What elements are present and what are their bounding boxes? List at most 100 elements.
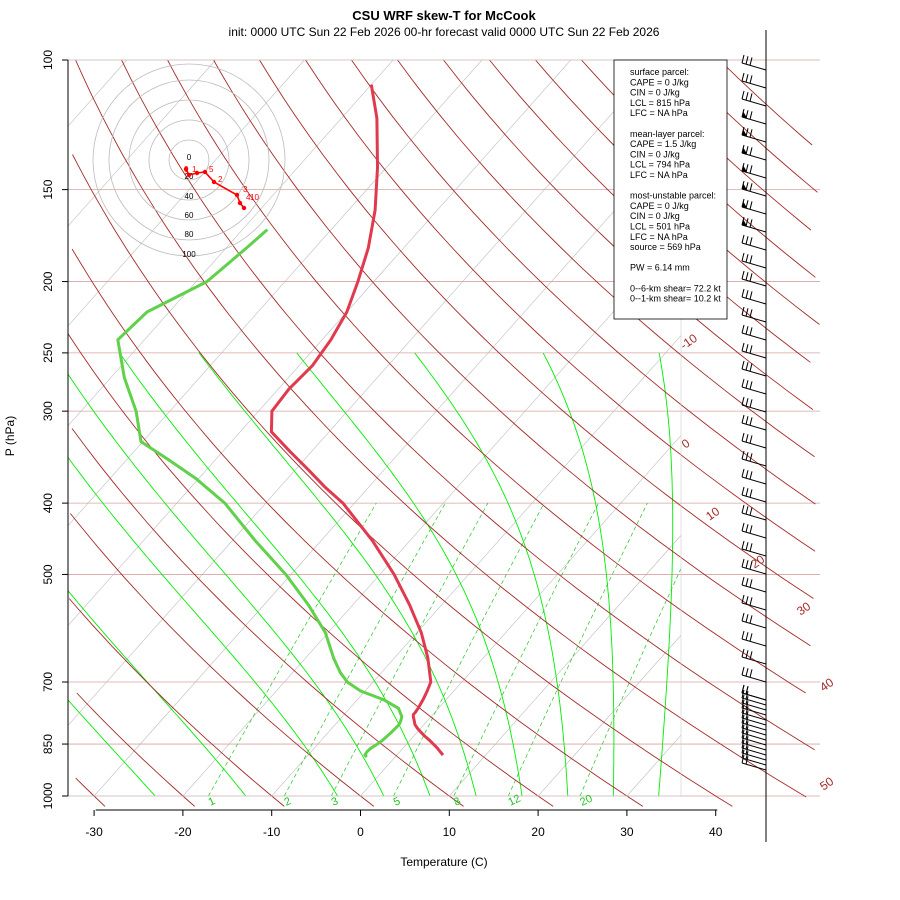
mixing-ratio-line (453, 502, 599, 796)
y-tick-label: 100 (41, 50, 55, 70)
wind-barb (741, 432, 767, 449)
wind-barb (741, 744, 767, 761)
moist-adiabat-line (68, 373, 385, 796)
moist-adiabat-line (68, 456, 339, 796)
parcel-info-line: LCL = 501 hPa (630, 222, 690, 232)
wind-barb (741, 724, 767, 741)
x-axis-label: Temperature (C) (400, 855, 487, 869)
hodograph-ring-label: 80 (185, 230, 194, 239)
parcel-info-line: CIN = 0 J/kg (630, 149, 680, 159)
parcel-info-line: CIN = 0 J/kg (630, 211, 680, 221)
dewpoint-line (116, 228, 404, 759)
dry-adiabat-line (71, 428, 464, 807)
wind-barb (741, 719, 767, 736)
wind-barb (741, 180, 767, 197)
wind-barb (741, 306, 767, 323)
wind-barb (741, 576, 767, 593)
parcel-info-line: CIN = 0 J/kg (630, 88, 680, 98)
hodograph-point (183, 166, 189, 172)
hodograph-ring-label: 40 (185, 192, 194, 201)
mixing-ratio-label: 20 (578, 793, 594, 809)
hodograph-ring (108, 79, 270, 241)
isotherm-line (68, 60, 483, 527)
mixing-ratio-line (507, 502, 648, 796)
hodograph-ring (168, 139, 210, 181)
dry-adiabat-line (70, 513, 375, 807)
hodograph-point-label: 10 (250, 193, 259, 202)
profile-series (116, 84, 445, 759)
hodograph-point (194, 170, 200, 176)
y-tick-label: 700 (41, 672, 55, 692)
dry-adiabat-line (719, 59, 813, 146)
dry-adiabat-line (75, 777, 106, 807)
dry-adiabat-line (259, 59, 814, 599)
wind-barb (741, 216, 767, 233)
wind-barb (741, 666, 767, 683)
dry-adiabat-line (443, 59, 814, 410)
wind-barb (741, 714, 767, 731)
isotherm-line (68, 60, 305, 327)
moist-adiabat-line (68, 699, 156, 796)
y-axis-ticks: 100 150 200 250 300 400 500 700 850 1000 (41, 50, 68, 809)
hodograph-point-label: 2 (218, 175, 223, 184)
parcel-info-line: LFC = NA hPa (630, 232, 688, 242)
mixing-ratio-line (393, 502, 545, 796)
parcel-info-line: mean-layer parcel: (630, 129, 705, 139)
isotherm-line (271, 335, 681, 796)
x-axis-ticks: -30 -20 -10 0 10 20 30 40 (85, 810, 723, 839)
moist-adiabat-line (198, 352, 477, 796)
x-tick-label: 0 (357, 825, 364, 839)
hodograph-point (234, 192, 240, 198)
isotherm-lines (68, 60, 681, 796)
mixing-ratio-line (579, 567, 681, 796)
wind-barb (741, 699, 767, 716)
x-tick-label: 40 (709, 825, 723, 839)
wind-barb (741, 709, 767, 726)
dry-adiabat-line (351, 59, 816, 505)
y-axis-label: P (hPa) (3, 416, 17, 456)
wind-barb (741, 704, 767, 721)
mixing-ratio-label: 8 (452, 795, 463, 808)
y-tick-label: 150 (41, 179, 55, 199)
wind-barb (741, 342, 767, 359)
parcel-info-line: LCL = 794 hPa (630, 160, 690, 170)
parcel-info-panel (613, 59, 728, 320)
wind-barb (741, 694, 767, 711)
isotherm-label: 10 (703, 504, 722, 523)
wind-barb (741, 630, 767, 647)
x-tick-label: 20 (531, 825, 545, 839)
x-tick-label: -20 (174, 825, 192, 839)
wind-barb (741, 684, 767, 701)
wind-barb (741, 729, 767, 746)
moist-adiabat-line (296, 352, 523, 796)
dry-adiabat-line (397, 59, 815, 458)
mixing-ratio-line (330, 502, 489, 796)
dry-adiabat-line (71, 248, 644, 807)
wind-barb (741, 749, 767, 766)
y-tick-label: 250 (41, 343, 55, 363)
dry-adiabat-line (76, 692, 195, 807)
wind-barb (741, 54, 767, 71)
hodograph-point-label: 3 (243, 185, 248, 194)
y-tick-label: 1000 (41, 782, 55, 809)
wind-barb (741, 522, 767, 539)
mixing-ratio-label: 5 (392, 795, 403, 808)
temperature-line (269, 84, 445, 757)
moist-adiabat-lines (68, 352, 674, 796)
wind-barb (741, 72, 767, 89)
y-tick-label: 850 (41, 734, 55, 754)
wind-barb (741, 648, 767, 665)
moist-adiabat-line (414, 352, 569, 796)
isotherm-line (68, 60, 572, 627)
wind-barb (741, 396, 767, 413)
x-tick-label: 10 (443, 825, 457, 839)
dry-adiabat-line (68, 598, 285, 807)
isotherm-line (68, 60, 128, 127)
hodograph-ring-label: 100 (182, 250, 196, 259)
hodograph-ring-label: 60 (185, 211, 194, 220)
wind-barb (741, 252, 767, 269)
parcel-info-line: PW = 6.14 mm (630, 263, 690, 273)
wind-barb (741, 144, 767, 161)
